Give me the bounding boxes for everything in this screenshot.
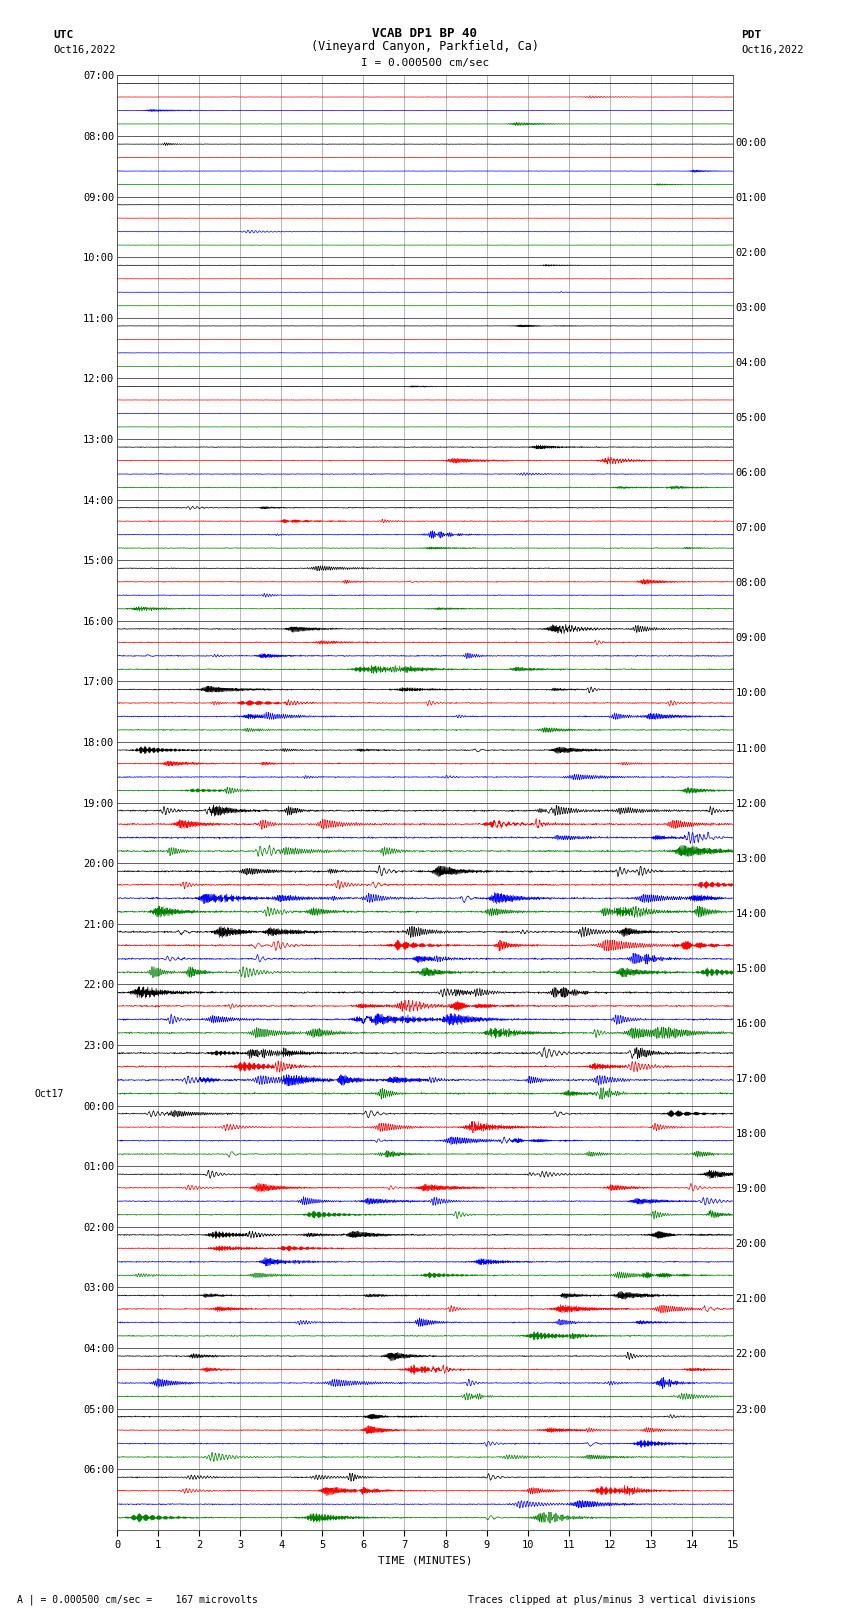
Text: UTC: UTC	[54, 31, 74, 40]
Text: (Vineyard Canyon, Parkfield, Ca): (Vineyard Canyon, Parkfield, Ca)	[311, 40, 539, 53]
Text: A | = 0.000500 cm/sec =    167 microvolts: A | = 0.000500 cm/sec = 167 microvolts	[17, 1594, 258, 1605]
Text: Oct17: Oct17	[35, 1089, 65, 1100]
Text: PDT: PDT	[741, 31, 762, 40]
Text: Traces clipped at plus/minus 3 vertical divisions: Traces clipped at plus/minus 3 vertical …	[468, 1595, 756, 1605]
Text: I = 0.000500 cm/sec: I = 0.000500 cm/sec	[361, 58, 489, 68]
Text: Oct16,2022: Oct16,2022	[54, 45, 116, 55]
Text: Oct16,2022: Oct16,2022	[741, 45, 804, 55]
Text: VCAB DP1 BP 40: VCAB DP1 BP 40	[372, 26, 478, 39]
X-axis label: TIME (MINUTES): TIME (MINUTES)	[377, 1557, 473, 1566]
